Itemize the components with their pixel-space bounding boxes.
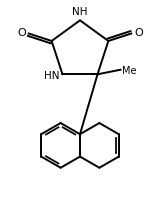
Text: O: O <box>134 28 143 38</box>
Text: HN: HN <box>44 71 59 81</box>
Text: O: O <box>17 28 26 38</box>
Text: Me: Me <box>122 65 136 75</box>
Text: NH: NH <box>72 7 88 17</box>
